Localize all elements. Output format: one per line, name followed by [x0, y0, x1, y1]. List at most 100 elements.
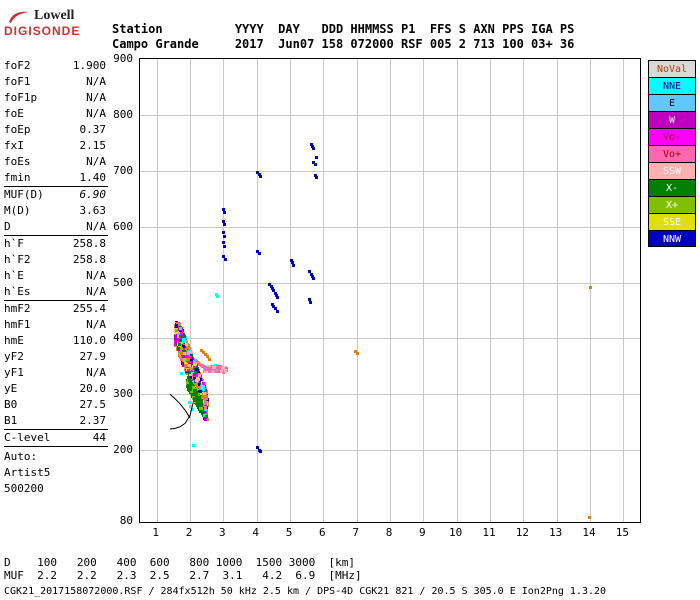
gridline-vertical: [223, 59, 224, 522]
polarization-legend: NoVal NNE E W Vo- Vo+ SSW X- X+ SSE NNW: [648, 60, 696, 247]
param-name: foF2: [4, 59, 31, 72]
param-row: foF1 N/A: [4, 74, 108, 90]
x-tick-label: 5: [285, 526, 293, 539]
gridline-horizontal: [140, 227, 640, 228]
echo-point: [177, 332, 181, 336]
gridline-vertical: [557, 59, 558, 522]
echo-point: [186, 383, 190, 387]
param-row: MUF(D) 6.90: [4, 187, 108, 203]
param-name: h`F: [4, 237, 24, 250]
echo-point: [191, 371, 195, 375]
echo-point: [189, 355, 193, 359]
echo-point: [269, 284, 273, 288]
echo-point: [204, 407, 208, 411]
echo-point: [289, 259, 293, 263]
echo-point: [183, 334, 187, 338]
echo-point: [307, 298, 311, 302]
param-row: D N/A: [4, 219, 108, 235]
echo-point: [215, 365, 219, 369]
gridline-vertical: [323, 59, 324, 522]
param-group: hmF2 255.4 hmF1 N/A hmE 110.0 yF2 27.9 yF1 N/A yE 2…: [4, 301, 108, 430]
param-value: N/A: [86, 269, 106, 282]
echo-point: [313, 163, 317, 167]
param-name: foF1p: [4, 91, 38, 104]
legend-item-nnw[interactable]: NNW: [648, 230, 696, 247]
echo-point: [199, 392, 203, 396]
echo-point: [309, 142, 313, 146]
y-tick-label: 700: [113, 163, 133, 177]
echo-point: [221, 366, 225, 370]
plot-canvas: [140, 59, 640, 522]
echo-point: [223, 211, 226, 215]
param-value: 110.0: [72, 334, 106, 347]
param-value: 255.4: [72, 302, 106, 315]
param-value: 1.40: [79, 171, 107, 184]
autoscaler-line: 500200: [4, 482, 44, 495]
echo-point: [186, 385, 190, 389]
legend-item-ssw[interactable]: SSW: [648, 162, 696, 179]
param-name: foEs: [4, 155, 31, 168]
param-name: fxI: [4, 139, 24, 152]
echo-point: [309, 300, 312, 304]
echo-point: [203, 406, 207, 410]
param-name: yE: [4, 382, 18, 395]
echo-point: [186, 376, 190, 380]
gridline-horizontal: [140, 394, 640, 395]
x-tick-label: 11: [482, 526, 496, 539]
legend-item-w[interactable]: W: [648, 111, 696, 128]
echo-point: [187, 368, 191, 372]
x-tick-label: 13: [549, 526, 563, 539]
echo-point: [187, 360, 191, 364]
param-row: foEs N/A: [4, 154, 108, 170]
legend-item-x-[interactable]: X-: [648, 179, 696, 196]
param-value: N/A: [86, 155, 106, 168]
legend-item-vo-[interactable]: Vo-: [648, 128, 696, 145]
echo-point: [272, 305, 276, 309]
echo-point: [292, 263, 296, 267]
x-tick-label: 10: [449, 526, 463, 539]
echo-point: [175, 343, 179, 347]
param-name: yF1: [4, 366, 24, 379]
param-name: B1: [4, 414, 18, 427]
echo-point: [315, 176, 318, 180]
param-name: h`F2: [4, 253, 31, 266]
x-tick-label: 7: [352, 526, 359, 539]
y-tick-label: 80: [119, 514, 133, 527]
param-value: 2.37: [79, 414, 107, 427]
legend-item-sse[interactable]: SSE: [648, 213, 696, 230]
echo-point: [176, 327, 180, 331]
legend-item-vo-[interactable]: Vo+: [648, 145, 696, 162]
legend-item-x-[interactable]: X+: [648, 196, 696, 213]
echo-point: [189, 357, 193, 361]
echo-point: [259, 450, 262, 454]
param-name: foF1: [4, 75, 31, 88]
y-tick-label: 400: [113, 331, 133, 345]
legend-item-noval[interactable]: NoVal: [648, 60, 696, 77]
legend-item-nne[interactable]: NNE: [648, 77, 696, 94]
echo-point: [189, 370, 193, 374]
echo-point: [223, 244, 226, 248]
echo-point: [181, 342, 185, 346]
echo-point: [197, 373, 201, 377]
echo-point: [187, 350, 191, 354]
echo-point: [312, 277, 316, 281]
legend-item-e[interactable]: E: [648, 94, 696, 111]
param-name: foEp: [4, 123, 31, 136]
echo-point: [186, 345, 190, 349]
echo-point: [217, 368, 221, 372]
echo-point: [200, 407, 204, 411]
echo-point: [275, 293, 278, 297]
autoscaler-info: Auto: Artist5 500200: [4, 447, 108, 497]
echo-point: [188, 370, 192, 374]
echo-point: [195, 367, 199, 371]
echo-point: [205, 394, 209, 398]
echo-point: [186, 342, 190, 346]
echo-point: [222, 254, 226, 258]
param-name: MUF(D): [4, 188, 44, 201]
echo-point: [195, 374, 199, 377]
param-name: yF2: [4, 350, 24, 363]
x-tick-label: 4: [252, 526, 259, 539]
x-tick-label: 8: [385, 526, 393, 539]
echo-point: [194, 393, 198, 397]
param-row: foF2 1.900: [4, 58, 108, 74]
